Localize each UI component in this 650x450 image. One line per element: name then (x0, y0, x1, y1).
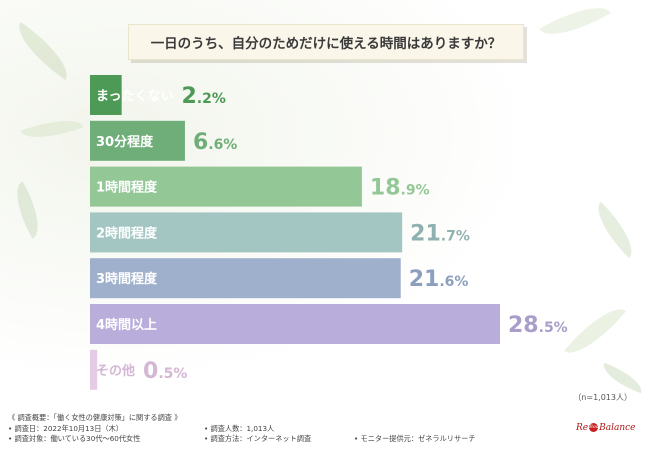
logo-body-mark: Body (589, 423, 602, 432)
footer-date: • 調査日：2022年10月13日（木） (8, 423, 123, 433)
value-label-6: 0.5% (143, 359, 187, 384)
logo-text-balance: Balance (599, 423, 636, 433)
category-label-4: 3時間程度 (96, 271, 158, 287)
value-label-2: 18.9% (370, 176, 430, 201)
footer-provider: • モニター提供元：ゼネラルリサーチ (354, 434, 476, 443)
category-label-0: まったくない (96, 89, 173, 104)
footer-summary: 《 調査概要：「働く女性の健康対策」に関する調査 》 (8, 413, 182, 422)
value-label-4: 21.6% (409, 267, 469, 292)
logo-text-re: Re (576, 423, 589, 433)
category-label-2: 1時間程度 (96, 180, 158, 196)
survey-footer: 《 調査概要：「働く女性の健康対策」に関する調査 》 • 調査日：2022年10… (8, 413, 568, 445)
brand-logo: ReBodyBalance (576, 423, 636, 433)
chart-title: 一日のうち、自分のためだけに使える時間はありますか？ (128, 24, 524, 60)
value-label-3: 21.7% (410, 221, 470, 246)
bar-5 (90, 304, 500, 344)
bar-3 (90, 212, 403, 253)
category-label-6: その他 (96, 363, 135, 379)
sample-size-note: （n=1,013人） (573, 393, 632, 402)
value-label-0: 2.2% (181, 84, 225, 109)
bar-1 (90, 120, 185, 161)
category-label-1: 30分程度 (96, 134, 154, 150)
bar-4 (90, 258, 401, 299)
category-label-5: 4時間以上 (96, 317, 157, 333)
bar-2 (90, 166, 362, 207)
value-label-1: 6.6% (193, 130, 237, 155)
bar-6 (90, 349, 98, 390)
footer-target: • 調査対象：働いている30代～60代女性 (8, 434, 141, 443)
value-label-5: 28.5% (508, 313, 568, 338)
bar-0 (90, 75, 122, 115)
footer-people: • 調査人数：1,013人 (204, 423, 275, 433)
footer-method: • 調査方法：インターネット調査 (204, 434, 312, 443)
category-label-3: 2時間程度 (96, 225, 158, 241)
